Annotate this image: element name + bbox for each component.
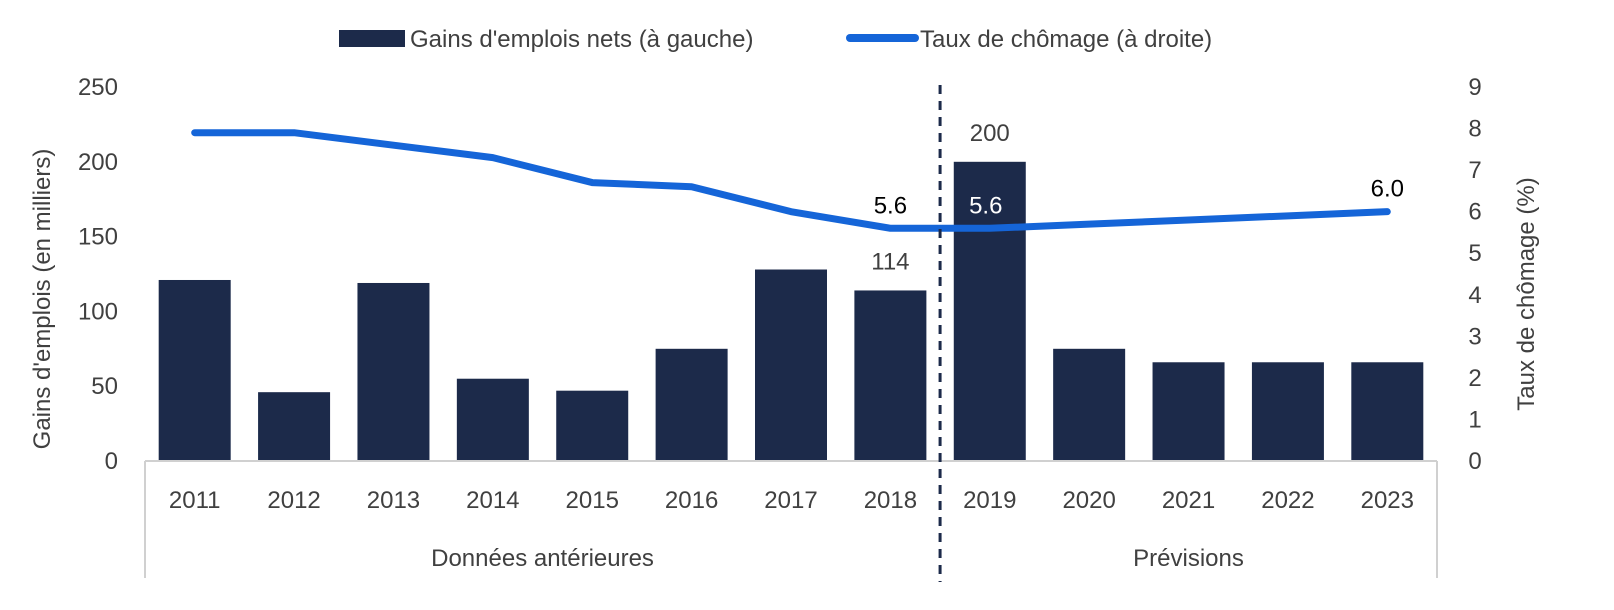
y2-axis-title: Taux de chômage (%) — [1513, 177, 1540, 410]
x-tick-label: 2015 — [566, 487, 619, 514]
x-tick-label: 2012 — [267, 487, 320, 514]
bar-2011 — [158, 279, 231, 461]
x-tick-label: 2023 — [1361, 487, 1414, 514]
bar-series — [158, 161, 1424, 462]
x-tick-label: 2018 — [864, 487, 917, 514]
left-axis: 0 50 100 150 200 250 Gains d'emplois (en milli… — [29, 74, 118, 475]
y2-tick-label: 5 — [1468, 240, 1481, 267]
x-tick-label: 2021 — [1162, 487, 1215, 514]
line-value-label: 5.6 — [874, 192, 907, 219]
x-tick-label: 2017 — [764, 487, 817, 514]
y2-tick-label: 7 — [1468, 157, 1481, 184]
x-tick-label: 2022 — [1261, 487, 1314, 514]
x-tick-label: 2019 — [963, 487, 1016, 514]
y-tick-label: 150 — [78, 224, 118, 251]
y2-tick-label: 6 — [1468, 199, 1481, 226]
line-value-label: 6.0 — [1371, 176, 1404, 203]
bar-2017 — [755, 269, 827, 461]
bar-2020 — [1053, 348, 1126, 461]
x-tick-label: 2016 — [665, 487, 718, 514]
bar-value-label: 114 — [871, 248, 909, 275]
y2-tick-label: 0 — [1468, 448, 1481, 475]
legend: Gains d'emplois nets (à gauche) Taux de c… — [339, 26, 1212, 53]
bar-2016 — [655, 348, 728, 461]
right-axis: 0 1 2 3 4 5 6 7 8 9 Taux de chômage (%) — [1468, 74, 1540, 475]
y2-tick-label: 8 — [1468, 116, 1481, 143]
y-tick-label: 50 — [91, 373, 118, 400]
bar-2019 — [953, 161, 1026, 462]
y2-tick-label: 3 — [1468, 323, 1481, 350]
x-tick-label: 2020 — [1062, 487, 1115, 514]
group-label: Prévisions — [1133, 545, 1244, 572]
y-tick-label: 250 — [78, 74, 118, 101]
bar-2021 — [1152, 362, 1225, 461]
bar-2022 — [1251, 362, 1324, 461]
y2-tick-label: 2 — [1468, 365, 1481, 392]
y-tick-label: 0 — [105, 448, 118, 475]
y-tick-label: 100 — [78, 298, 118, 325]
x-tick-label: 2013 — [367, 487, 420, 514]
x-axis: 2011 2012 2013 2014 2015 2016 2017 2018 2019 2020… — [144, 85, 1438, 582]
y-axis-title: Gains d'emplois (en milliers) — [29, 149, 56, 450]
bar-2023 — [1351, 362, 1424, 461]
x-tick-label: 2011 — [169, 487, 221, 514]
x-tick-label: 2014 — [466, 487, 519, 514]
bar-2013 — [357, 282, 430, 461]
y2-tick-label: 1 — [1468, 406, 1481, 433]
group-label: Données antérieures — [431, 545, 654, 572]
bar-2018 — [854, 290, 927, 461]
y-tick-label: 200 — [78, 149, 118, 176]
bar-2012 — [258, 392, 331, 461]
line-series — [191, 129, 1391, 232]
line-value-label: 5.6 — [969, 192, 1002, 219]
legend-label-line: Taux de chômage (à droite) — [920, 26, 1212, 53]
unemployment-line — [191, 129, 1391, 232]
legend-label-bars: Gains d'emplois nets (à gauche) — [410, 26, 753, 53]
bar-2015 — [556, 390, 629, 461]
bar-2014 — [456, 378, 529, 461]
legend-swatch-bars — [339, 30, 405, 47]
y2-tick-label: 4 — [1468, 282, 1481, 309]
y2-tick-label: 9 — [1468, 74, 1481, 101]
bar-value-label: 200 — [970, 120, 1010, 147]
data-labels: 114 200 5.6 5.6 6.0 — [871, 120, 1404, 276]
